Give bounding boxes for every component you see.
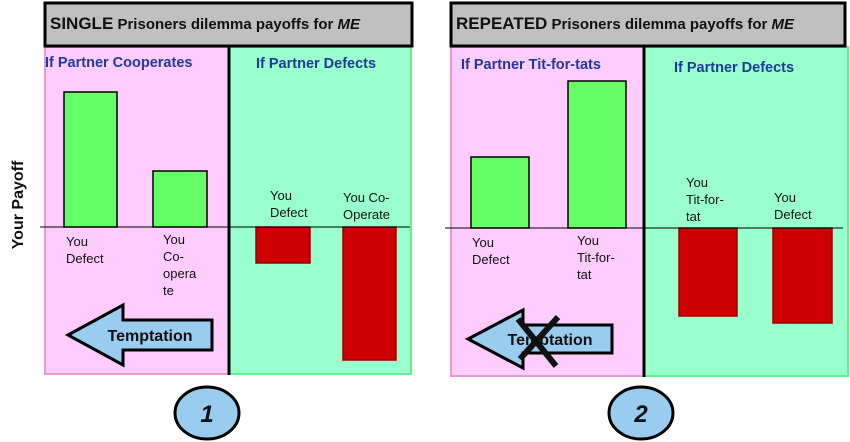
bar-label-line: You <box>577 233 599 248</box>
bar-label-line: You <box>163 232 185 247</box>
left-header: If Partner Cooperates <box>45 55 192 71</box>
bar-label: You Defect <box>66 234 104 266</box>
bar-label-line: Defect <box>270 205 308 220</box>
panel-number-badge <box>173 385 241 441</box>
payoff-bar <box>63 91 118 228</box>
right-header: If Partner Defects <box>256 56 376 72</box>
bar-label: You Tit-for-tat <box>577 233 615 282</box>
title-strong: REPEATED <box>456 14 547 33</box>
bar-label: You Co-opera te <box>163 232 197 298</box>
panel-number: 2 <box>633 401 648 428</box>
payoff-bar <box>470 156 530 229</box>
arrow-label: Temptation <box>507 332 592 349</box>
bar-label-line: Defect <box>66 251 104 266</box>
title-box <box>449 1 847 48</box>
bar-label-line: You <box>686 175 708 190</box>
bar-label: You Defect <box>270 188 308 220</box>
payoff-bar <box>678 227 738 317</box>
title-emphasis: ME <box>772 16 795 33</box>
bar-label-line: Defect <box>774 207 812 222</box>
arrow-label: Temptation <box>107 328 192 345</box>
payoff-bar <box>152 170 208 228</box>
right-scenario-area <box>643 46 849 377</box>
bar-label-line: opera <box>163 266 197 281</box>
payoff-bar <box>342 226 397 361</box>
bar-label-line: You <box>472 235 494 250</box>
bar-label-line: tat <box>577 267 592 282</box>
bar-label-line: te <box>163 283 174 298</box>
bar-label-line: Defect <box>472 252 510 267</box>
y-axis-label: Your Payoff <box>10 160 27 249</box>
panel-title: REPEATED Prisoners dilemma payoffs for M… <box>456 14 795 33</box>
temptation-arrow-icon <box>64 302 214 368</box>
title-box <box>43 1 414 48</box>
title-rest: Prisoners dilemma payoffs for <box>547 16 771 33</box>
panel-number-badge <box>607 385 675 441</box>
title-emphasis: ME <box>338 16 361 33</box>
bar-label: You Co- Operate <box>343 190 390 222</box>
cross-out-icon <box>515 314 561 368</box>
bar-label-line: You <box>270 188 292 203</box>
bar-label-line: You <box>774 190 796 205</box>
bar-label-line: Operate <box>343 207 390 222</box>
bar-label: You Defect <box>472 235 510 267</box>
payoff-bar <box>255 226 311 264</box>
bar-label-line: You Co- <box>343 190 390 205</box>
panel-1: SINGLE Prisoners dilemma payoffs for ME I… <box>40 1 414 441</box>
title-strong: SINGLE <box>50 14 113 33</box>
bar-label: You Tit-for-tat <box>686 175 724 224</box>
payoff-bar <box>567 80 627 229</box>
bar-label-line: You <box>66 234 88 249</box>
bar-label-line: Tit-for- <box>577 250 615 265</box>
panel-number: 1 <box>200 401 213 428</box>
panel-2: REPEATED Prisoners dilemma payoffs for M… <box>445 1 849 441</box>
bar-label-line: Co- <box>163 249 184 264</box>
title-rest: Prisoners dilemma payoffs for <box>113 16 337 33</box>
bar-label-line: tat <box>686 209 701 224</box>
bar-label: You Defect <box>774 190 812 222</box>
panel-title: SINGLE Prisoners dilemma payoffs for ME <box>50 14 361 33</box>
right-header: If Partner Defects <box>674 60 794 76</box>
left-header: If Partner Tit-for-tats <box>461 57 601 73</box>
payoff-bar <box>772 227 833 324</box>
bar-label-line: Tit-for- <box>686 192 724 207</box>
